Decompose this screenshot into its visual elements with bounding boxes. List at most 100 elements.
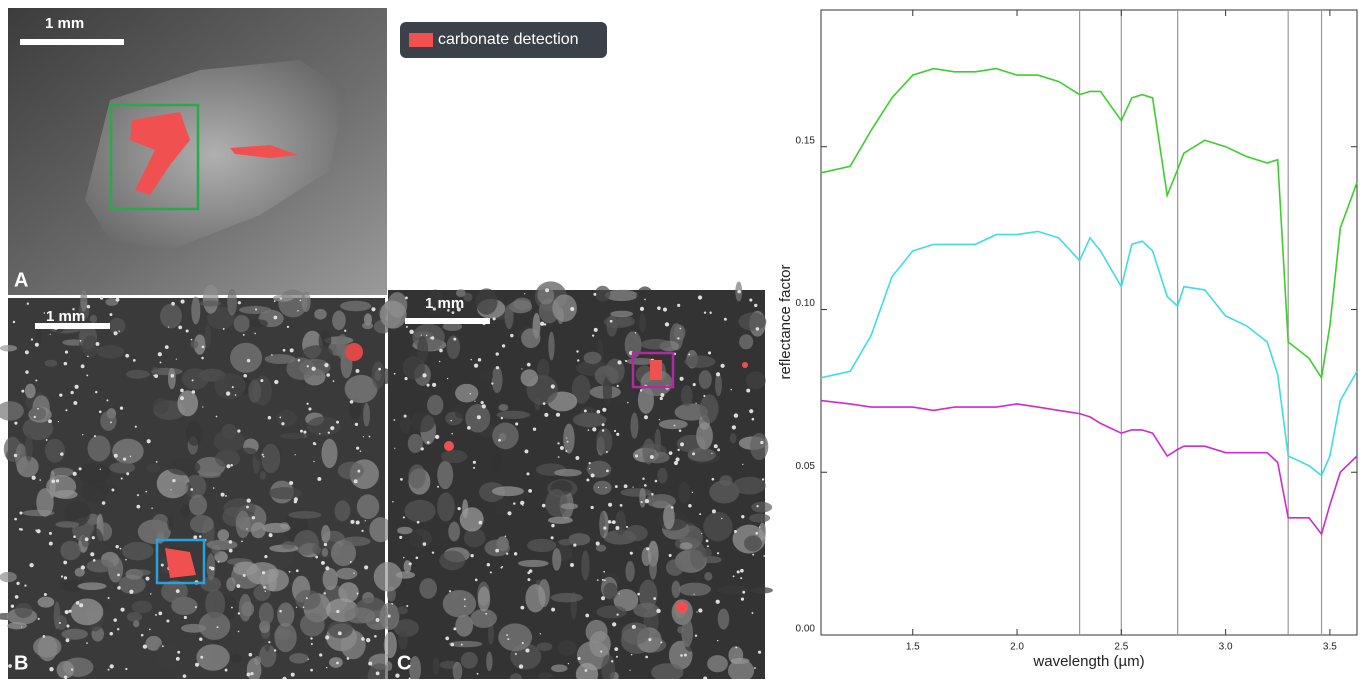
grain: [277, 602, 294, 626]
speck: [645, 656, 648, 659]
grain: [707, 655, 728, 672]
speck: [151, 507, 153, 509]
speck: [415, 556, 418, 559]
speck: [265, 590, 266, 591]
speck: [717, 552, 719, 554]
speck: [635, 332, 637, 334]
speck: [312, 367, 316, 371]
speck: [202, 406, 203, 407]
speck: [762, 478, 764, 480]
x-tick-label: 2.0: [1010, 642, 1024, 653]
speck: [659, 419, 660, 420]
speck: [268, 641, 270, 643]
speck: [255, 308, 257, 310]
speck: [641, 501, 643, 503]
grain: [521, 328, 540, 348]
grain: [573, 413, 607, 427]
speck: [763, 555, 765, 557]
speck: [500, 567, 502, 569]
spectrum-line: [821, 69, 1357, 378]
speck: [195, 606, 197, 608]
speck: [451, 433, 453, 435]
grain: [603, 583, 617, 600]
speck: [391, 603, 393, 605]
speck: [308, 407, 311, 410]
speck: [405, 297, 408, 300]
speck: [155, 614, 157, 616]
speck: [620, 504, 623, 507]
speck: [274, 300, 276, 302]
grain: [302, 345, 333, 361]
grain: [199, 472, 221, 478]
grain: [338, 582, 358, 602]
speck: [120, 548, 122, 550]
grain: [537, 642, 553, 651]
speck: [663, 307, 667, 311]
grain: [399, 531, 423, 555]
speck: [294, 500, 297, 503]
speck: [246, 528, 247, 529]
speck: [73, 472, 77, 476]
grain: [45, 360, 58, 367]
speck: [760, 441, 763, 444]
speck: [427, 441, 430, 444]
speck: [660, 641, 662, 643]
speck: [477, 415, 481, 419]
speck: [324, 363, 328, 367]
grain: [295, 590, 320, 610]
grain: [642, 547, 652, 566]
grain: [214, 373, 245, 399]
grain: [561, 503, 579, 509]
grain: [384, 632, 397, 658]
speck: [181, 300, 185, 304]
grain: [551, 593, 583, 602]
speck: [467, 426, 471, 430]
speck: [137, 494, 139, 496]
speck: [716, 600, 720, 604]
speck: [145, 491, 147, 493]
speck: [130, 455, 132, 457]
y-tick-label: 0.15: [796, 135, 816, 146]
speck: [319, 653, 322, 656]
grain: [586, 620, 608, 644]
speck: [669, 451, 673, 455]
speck: [477, 673, 479, 675]
grain: [455, 384, 478, 403]
speck: [306, 597, 308, 599]
speck: [556, 413, 560, 417]
speck: [363, 436, 364, 437]
speck: [570, 307, 574, 311]
speck: [680, 377, 684, 381]
grain: [525, 584, 545, 612]
grain: [239, 594, 252, 622]
speck: [87, 355, 89, 357]
speck: [82, 434, 83, 435]
speck: [522, 505, 523, 506]
speck: [758, 651, 761, 654]
speck: [147, 439, 151, 443]
speck: [588, 429, 590, 431]
grain: [82, 477, 109, 504]
speck: [431, 336, 434, 339]
grain: [314, 309, 326, 320]
speck: [25, 350, 29, 354]
speck: [213, 487, 215, 489]
speck: [708, 351, 711, 354]
speck: [570, 563, 574, 567]
grain: [78, 582, 107, 590]
grain: [25, 434, 33, 462]
speck: [249, 653, 253, 657]
grain: [182, 368, 209, 389]
speck: [226, 391, 230, 395]
speck: [421, 447, 424, 450]
speck: [513, 502, 515, 504]
speck: [231, 607, 233, 609]
speck: [92, 536, 95, 539]
speck: [200, 656, 203, 659]
speck: [473, 467, 475, 469]
speck: [637, 593, 640, 596]
plot-frame: [821, 10, 1357, 635]
speck: [596, 542, 600, 546]
speck: [108, 669, 110, 671]
speck: [614, 647, 618, 651]
